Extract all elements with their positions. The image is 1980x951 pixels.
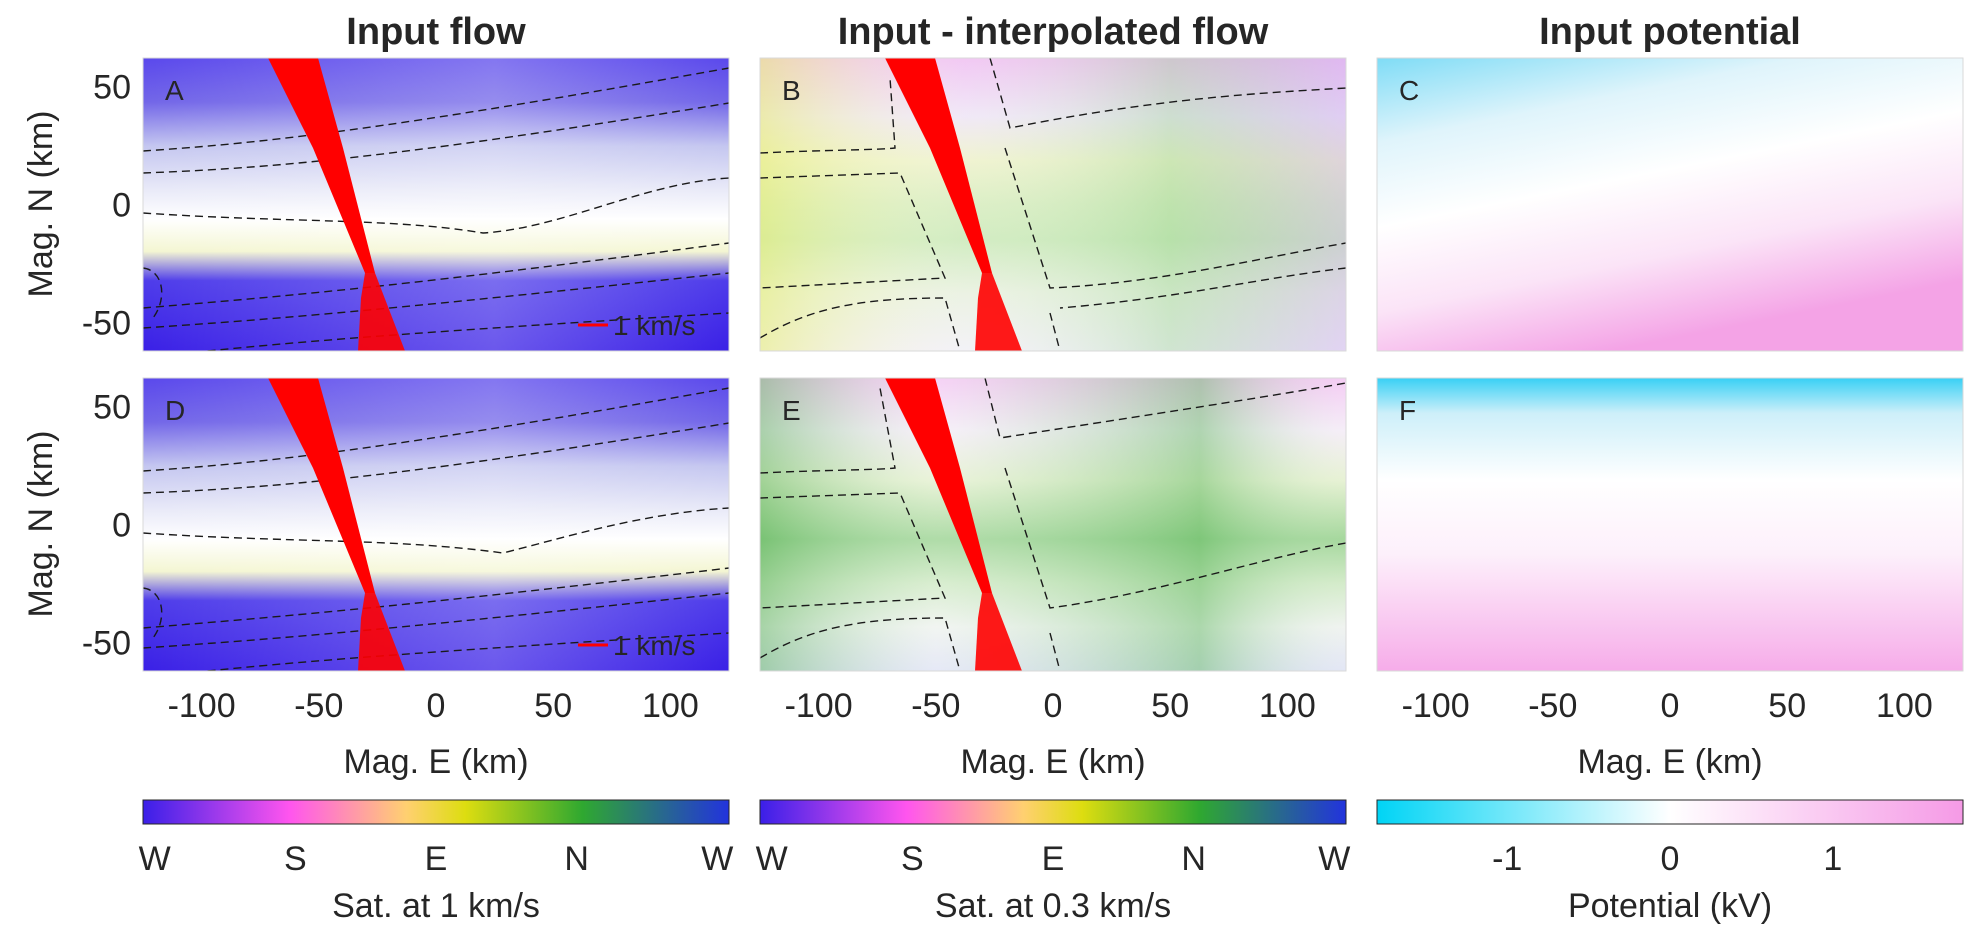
- panel-d-scale-label: 1 km/s: [613, 630, 695, 661]
- colorbar-tick-label: W: [139, 840, 171, 878]
- panel-e-contours: [760, 378, 1346, 671]
- panel-f-letter: F: [1399, 395, 1416, 426]
- panel-e-track: [885, 378, 1022, 671]
- panel-d-ytick-label: 0: [112, 507, 131, 545]
- panel-c-letter: C: [1399, 75, 1419, 106]
- panel-a-track: [268, 58, 405, 351]
- colorbar-tick-label: S: [284, 840, 307, 878]
- colorbar-potential: [1376, 799, 1964, 825]
- colorbar-tick-label: W: [756, 840, 788, 878]
- panel-a-ytick-label: 0: [112, 187, 131, 225]
- colorbar-potential-label: Potential (kV): [1568, 887, 1772, 925]
- colorbar-tick-label: W: [1318, 840, 1350, 878]
- title-input-potential: Input potential: [1539, 11, 1801, 53]
- panel-d-xtick-label: -100: [168, 687, 236, 725]
- panel-a: A 1 km/s: [142, 57, 730, 352]
- panel-d-track: [268, 378, 405, 671]
- tick-labels: 50 0 -50 50 0 -50 -100 -50 0 50 100 -100 -50 0 50 100 -1…: [82, 68, 1933, 725]
- panel-f-xtick-label: 50: [1768, 687, 1806, 725]
- panel-e-xtick-label: 100: [1259, 687, 1316, 725]
- panel-d-ytick-label: -50: [82, 625, 131, 663]
- panel-c: C: [1376, 57, 1964, 352]
- colorbar-tick-labels: W S E N W W S E N W -1 0 1: [139, 840, 1843, 878]
- panel-b: B: [759, 57, 1347, 352]
- colorbar-diff-label: Sat. at 0.3 km/s: [935, 887, 1171, 925]
- panel-a-ytick-label: -50: [82, 305, 131, 343]
- panel-f-xtick-label: 100: [1876, 687, 1933, 725]
- colorbar-tick-label: E: [425, 840, 448, 878]
- panel-d-xtick-label: 0: [427, 687, 446, 725]
- colorbar-tick-label: 1: [1823, 840, 1842, 878]
- panel-d-ytick-label: 50: [93, 388, 131, 426]
- panel-e-xtick-label: 50: [1151, 687, 1189, 725]
- panel-e: E: [759, 377, 1347, 672]
- panel-d-letter: D: [165, 395, 185, 426]
- colorbar-flow: [142, 799, 730, 825]
- panel-f-xlabel: Mag. E (km): [1577, 743, 1762, 781]
- colorbar-flow-label: Sat. at 1 km/s: [332, 887, 540, 925]
- panel-d: D 1 km/s: [142, 377, 730, 672]
- panel-d-xtick-label: 100: [642, 687, 699, 725]
- colorbar-diff-bar: [759, 799, 1347, 825]
- panel-a-ylabel: Mag. N (km): [22, 111, 60, 298]
- colorbar-potential-bar: [1376, 799, 1964, 825]
- panel-b-track: [885, 58, 1022, 351]
- panel-a-letter: A: [165, 75, 184, 106]
- panel-f-xtick-label: 0: [1661, 687, 1680, 725]
- colorbar-tick-label: 0: [1661, 840, 1680, 878]
- title-input-flow: Input flow: [346, 11, 526, 53]
- panel-d-xtick-label: -50: [294, 687, 343, 725]
- panel-f-field: [1377, 378, 1963, 671]
- panel-e-xtick-label: -100: [785, 687, 853, 725]
- panel-f-xtick-label: -50: [1528, 687, 1577, 725]
- panel-a-scale-label: 1 km/s: [613, 310, 695, 341]
- colorbar-diff: [759, 799, 1347, 825]
- panel-f-xtick-label: -100: [1402, 687, 1470, 725]
- panel-e-letter: E: [782, 395, 801, 426]
- panel-b-contours: [760, 58, 1346, 351]
- colorbar-tick-label: W: [701, 840, 733, 878]
- panel-d-ylabel: Mag. N (km): [22, 431, 60, 618]
- colorbar-tick-label: -1: [1492, 840, 1522, 878]
- colorbar-tick-label: N: [1181, 840, 1206, 878]
- panel-b-letter: B: [782, 75, 801, 106]
- panel-e-xtick-label: 0: [1044, 687, 1063, 725]
- colorbar-tick-label: S: [901, 840, 924, 878]
- colorbar-tick-label: E: [1042, 840, 1065, 878]
- colorbar-tick-label: N: [564, 840, 589, 878]
- panel-d-xtick-label: 50: [534, 687, 572, 725]
- panel-a-ytick-label: 50: [93, 68, 131, 106]
- panel-d-xlabel: Mag. E (km): [343, 743, 528, 781]
- title-input-interpolated-flow: Input - interpolated flow: [838, 11, 1269, 53]
- panel-e-xtick-label: -50: [911, 687, 960, 725]
- panel-f: F: [1376, 377, 1964, 672]
- panel-e-xlabel: Mag. E (km): [960, 743, 1145, 781]
- colorbar-flow-bar: [142, 799, 730, 825]
- panel-c-field: [1377, 58, 1963, 351]
